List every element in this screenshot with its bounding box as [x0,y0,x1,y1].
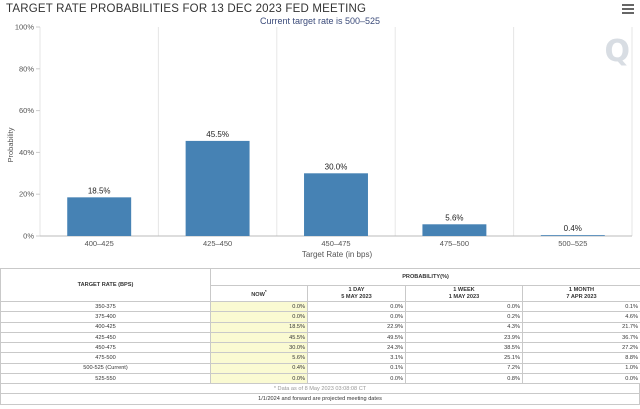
probability-cell: 4.6% [522,311,640,323]
probability-cell: 21.7% [522,321,640,333]
data-label: 18.5% [88,186,111,195]
probability-cell: 8.8% [522,352,640,364]
column-header-title: 1 WEEK [453,287,475,294]
y-tick-label: 20% [19,190,34,199]
probability-table-area: TARGET RATE (BPS) PROBABILITY(%) NOW* 1 D… [0,268,640,406]
table-row: 375-400 0.0% 0.0% 0.2% 4.6% [0,311,640,323]
column-header-date: 1 MAY 2023 [448,293,480,300]
probability-cell: 4.3% [405,321,523,333]
watermark-logo: Q [604,34,630,69]
bar-475–500[interactable] [422,224,487,236]
probability-cell: 0.1% [522,300,640,313]
target-rate-cell: 525-550 [0,373,211,385]
chart-title: TARGET RATE PROBABILITIES FOR 13 DEC 202… [6,3,367,15]
data-label: 5.6% [445,213,463,222]
chart-subtitle: Current target rate is 500–525 [259,16,381,26]
probability-cell: 38.5% [405,342,523,354]
column-header: 1 WEEK 1 MAY 2023 [405,285,523,302]
x-axis-label: Target Rate (in bps) [302,250,373,259]
probability-cell: 25.1% [405,352,523,364]
probability-cell: 0.0% [307,373,406,385]
probability-cell: 36.7% [522,331,640,344]
bar-chart: 0% 20% 40% 60% 80% 100% 18.5% 400–425 45.5% 425–4… [6,23,633,259]
column-header-title: 1 DAY [348,287,365,294]
probability-cell: 0.0% [307,300,406,313]
column-header-footnote-mark: * [264,288,267,294]
table-row: 500-525 (Current) 0.4% 0.1% 7.2% 1.0% [0,362,640,375]
probability-cell: 0.0% [522,373,640,385]
table-row: 425-450 45.5% 49.5% 23.9% 36.7% [0,331,640,344]
target-rate-cell: 450-475 [0,342,211,354]
target-rate-cell: 375-400 [0,311,211,323]
target-rate-cell: 350-375 [0,300,211,313]
probability-cell: 23.9% [405,331,523,344]
y-tick-label: 100% [15,23,35,32]
probability-cell: 0.0% [210,373,308,385]
x-tick-label: 500–525 [558,239,587,248]
bar-500–525[interactable] [540,235,605,236]
bar-450–475[interactable] [304,173,368,236]
hamburger-menu-icon[interactable] [622,4,634,14]
table-row: 525-550 0.0% 0.0% 0.8% 0.0% [0,373,640,385]
probability-cell: 0.0% [210,311,308,323]
probability-cell: 1.0% [522,362,640,375]
y-tick-label: 80% [19,64,34,73]
x-tick-label: 475–500 [440,239,469,248]
target-rate-cell: 500-525 (Current) [0,362,211,375]
column-header: 1 DAY 5 MAY 2023 [307,285,406,302]
column-header: NOW* [210,285,308,302]
probability-cell: 45.5% [210,331,308,344]
y-tick-label: 0% [23,232,34,241]
data-label: 0.4% [564,224,582,233]
probability-cell: 27.2% [522,342,640,354]
probability-table: TARGET RATE (BPS) PROBABILITY(%) NOW* 1 D… [0,268,640,385]
target-rate-cell: 475-500 [0,352,211,364]
x-tick-label: 450–475 [321,239,350,248]
data-label: 30.0% [325,162,348,171]
probability-cell: 18.5% [210,321,308,333]
column-header-date: 7 APR 2023 [566,293,597,300]
x-tick-label: 425–450 [203,239,232,248]
probability-cell: 30.0% [210,342,308,354]
probability-cell: 22.9% [307,321,406,333]
column-header: 1 MONTH 7 APR 2023 [522,285,640,302]
table-row: 350-375 0.0% 0.0% 0.0% 0.1% [0,300,640,313]
probability-cell: 0.0% [405,300,523,313]
y-tick-label: 40% [19,148,34,157]
column-header-title: NOW [251,291,265,298]
probability-cell: 49.5% [307,331,406,344]
probability-cell: 0.8% [405,373,523,385]
data-label: 45.5% [206,130,229,139]
data-as-of-note: * Data as of 8 May 2023 03:08:08 CT [0,384,640,395]
table-row: 400-425 18.5% 22.9% 4.3% 21.7% [0,321,640,333]
target-rate-header: TARGET RATE (BPS) [0,268,211,302]
probability-cell: 0.0% [307,311,406,323]
probability-cell: 7.2% [405,362,523,375]
probability-cell: 0.1% [307,362,406,375]
target-rate-cell: 400-425 [0,321,211,333]
probability-header: PROBABILITY(%) [210,268,640,286]
projection-footnote: 1/1/2024 and forward are projected meeti… [0,394,640,406]
table-row: 450-475 30.0% 24.3% 38.5% 27.2% [0,342,640,354]
probability-cell: 0.4% [210,362,308,375]
probability-cell: 0.2% [405,311,523,323]
y-tick-label: 60% [19,106,34,115]
probability-cell: 0.0% [210,300,308,313]
probability-cell: 24.3% [307,342,406,354]
probability-cell: 3.1% [307,352,406,364]
probability-cell: 5.6% [210,352,308,364]
bar-425–450[interactable] [185,140,250,236]
table-row: 475-500 5.6% 3.1% 25.1% 8.8% [0,352,640,364]
target-rate-cell: 425-450 [0,331,211,344]
column-header-title: 1 MONTH [568,287,595,294]
y-axis-label: Probability [6,127,15,162]
bar-400–425[interactable] [67,197,132,236]
column-header-date: 5 MAY 2023 [341,293,372,300]
x-tick-label: 400–425 [85,239,114,248]
